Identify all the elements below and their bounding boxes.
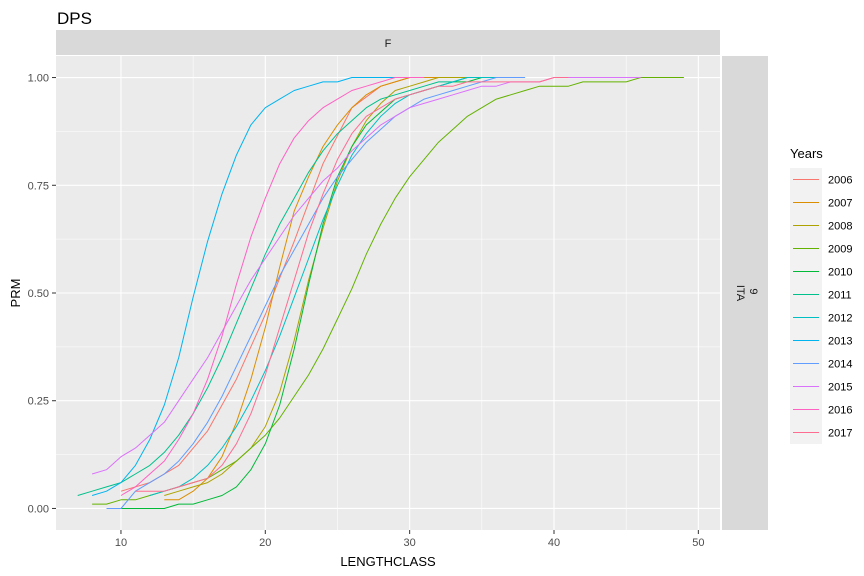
- x-tick-label: 20: [259, 537, 271, 549]
- x-axis: 10 20 30 40 50: [115, 530, 704, 549]
- legend-label-2012: 2012: [828, 313, 852, 325]
- facet-strip-top: [56, 30, 720, 55]
- y-tick-label: 0.25: [28, 396, 49, 408]
- series-lines: [77, 77, 684, 509]
- x-tick-label: 10: [115, 537, 127, 549]
- y-axis: 0.00 0.25 0.50 0.75 1.00: [28, 73, 56, 515]
- legend: Years 2006 2007 2008 2009 2010 2011 2012 2013 20…: [790, 146, 852, 444]
- facet-row-label: 9 ITA: [734, 285, 759, 302]
- legend-label-2013: 2013: [828, 336, 852, 348]
- legend-label-2010: 2010: [828, 267, 852, 279]
- x-tick-label: 30: [404, 537, 416, 549]
- series-line-2011: [77, 77, 497, 496]
- legend-label-2009: 2009: [828, 244, 852, 256]
- legend-key-background: [790, 168, 822, 444]
- legend-title: Years: [790, 146, 823, 161]
- facet-col-label: F: [385, 38, 392, 50]
- x-tick-label: 40: [548, 537, 560, 549]
- series-line-2016: [120, 77, 425, 496]
- legend-label-2007: 2007: [828, 198, 852, 210]
- legend-label-2008: 2008: [828, 221, 852, 233]
- series-line-2008: [164, 77, 497, 496]
- y-axis-title: PRM: [8, 279, 23, 308]
- y-tick-label: 1.00: [28, 73, 49, 85]
- legend-label-2016: 2016: [828, 405, 852, 417]
- facet-strip-right: [722, 56, 768, 530]
- series-line-2014: [106, 77, 526, 509]
- y-tick-label: 0.50: [28, 288, 49, 300]
- legend-label-2014: 2014: [828, 359, 852, 371]
- series-line-2007: [164, 77, 497, 501]
- facet-row-label-line-1: 9: [747, 288, 759, 294]
- series-line-2017: [135, 77, 569, 492]
- x-tick-label: 50: [692, 537, 704, 549]
- chart-title: DPS: [57, 9, 92, 28]
- legend-label-2015: 2015: [828, 382, 852, 394]
- legend-label-2017: 2017: [828, 428, 852, 440]
- series-line-2013: [91, 77, 425, 496]
- y-tick-label: 0.00: [28, 503, 49, 515]
- legend-label-2006: 2006: [828, 175, 852, 187]
- x-axis-title: LENGTHCLASS: [340, 554, 436, 569]
- y-tick-label: 0.75: [28, 180, 49, 192]
- facet-row-label-line-2: ITA: [734, 285, 746, 302]
- legend-label-2011: 2011: [828, 290, 852, 302]
